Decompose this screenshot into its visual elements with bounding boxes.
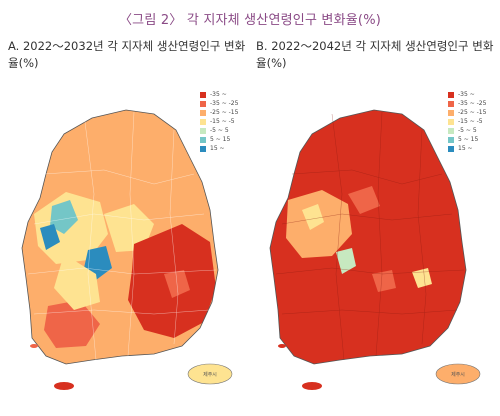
map-b-islet — [302, 382, 322, 390]
map-b-jeju-island — [435, 363, 481, 385]
legend-label: 15 ~ — [458, 145, 473, 152]
legend-item: 15 ~ — [448, 144, 486, 153]
legend-label: -15 ~ -5 — [210, 118, 235, 125]
map-b-sejong-area — [336, 248, 356, 274]
legend-item: -25 ~ -15 — [448, 108, 486, 117]
legend-swatch — [200, 127, 206, 134]
map-a-islet — [54, 382, 74, 390]
map-a-jeju-label: 제주시 — [203, 371, 217, 378]
panel-a-title: A. 2022～2032년 각 지자체 생산연령인구 변화율(%) — [8, 39, 246, 70]
map-b-seoul-area — [302, 204, 324, 230]
legend-label: -35 ~ — [210, 91, 227, 98]
legend-swatch — [200, 136, 206, 143]
legend-item: 5 ~ 15 — [200, 135, 238, 144]
legend-swatch — [448, 136, 454, 143]
panel-b: B. 2022～2042년 각 지자체 생산연령인구 변화율(%) — [252, 38, 497, 414]
legend-swatch — [448, 118, 454, 125]
legend-item: -15 ~ -5 — [200, 117, 238, 126]
legend-label: 5 ~ 15 — [210, 136, 231, 143]
legend-label: -35 ~ — [458, 91, 475, 98]
legend-label: -15 ~ -5 — [458, 118, 483, 125]
map-a-jeonnam-area — [44, 300, 100, 348]
legend-label: 5 ~ 15 — [458, 136, 479, 143]
legend-label: 15 ~ — [210, 145, 225, 152]
map-a-seoul-area — [50, 200, 78, 234]
legend-swatch — [200, 91, 206, 98]
map-a-boundaries — [27, 111, 217, 361]
legend-a: -35 ~ -35 ~ -25 -25 ~ -15 -15 ~ -5 -5 ~ … — [200, 90, 238, 153]
legend-item: -25 ~ -15 — [200, 108, 238, 117]
legend-swatch — [448, 127, 454, 134]
legend-swatch — [200, 100, 206, 107]
figure-title: 〈그림 2〉 각 지자체 생산연령인구 변화율(%) — [118, 13, 382, 28]
map-b-outline — [269, 109, 467, 365]
legend-swatch — [200, 145, 206, 152]
legend-label: -25 ~ -15 — [458, 109, 487, 116]
legend-swatch — [448, 100, 454, 107]
map-b-island — [278, 344, 286, 348]
map-a-growth-area — [40, 224, 60, 250]
legend-item: 15 ~ — [200, 144, 238, 153]
legend-item: -35 ~ -25 — [200, 99, 238, 108]
legend-item: -35 ~ — [448, 90, 486, 99]
map-b-jeju-label: 제주시 — [451, 371, 465, 378]
map-a-central-area — [104, 204, 154, 252]
map-b: 제주시 — [269, 109, 481, 390]
legend-swatch — [448, 145, 454, 152]
map-a: 제주시 — [21, 109, 233, 390]
map-a-island — [30, 344, 38, 348]
legend-label: -5 ~ 5 — [210, 127, 229, 134]
legend-item: -15 ~ -5 — [448, 117, 486, 126]
legend-item: -5 ~ 5 — [448, 126, 486, 135]
legend-swatch — [448, 91, 454, 98]
map-b-south-area — [372, 270, 396, 292]
map-a-jeonbuk-area — [54, 254, 100, 310]
panel-a: A. 2022～2032년 각 지자체 생산연령인구 변화율(%) — [4, 38, 249, 414]
legend-item: -5 ~ 5 — [200, 126, 238, 135]
map-b-daegu-area — [412, 268, 432, 288]
legend-label: -5 ~ 5 — [458, 127, 477, 134]
map-a-jeju-island — [187, 363, 233, 385]
legend-swatch — [200, 109, 206, 116]
legend-item: 5 ~ 15 — [448, 135, 486, 144]
legend-swatch — [448, 109, 454, 116]
legend-label: -35 ~ -25 — [210, 100, 239, 107]
legend-label: -25 ~ -15 — [210, 109, 239, 116]
legend-b: -35 ~ -35 ~ -25 -25 ~ -15 -15 ~ -5 -5 ~ … — [448, 90, 486, 153]
legend-item: -35 ~ — [200, 90, 238, 99]
legend-swatch — [200, 118, 206, 125]
map-a-outline — [21, 109, 219, 365]
panel-b-title: B. 2022～2042년 각 지자체 생산연령인구 변화율(%) — [256, 39, 494, 70]
map-b-boundaries — [275, 111, 465, 361]
legend-label: -35 ~ -25 — [458, 100, 487, 107]
map-b-north-area — [348, 186, 380, 214]
legend-item: -35 ~ -25 — [448, 99, 486, 108]
